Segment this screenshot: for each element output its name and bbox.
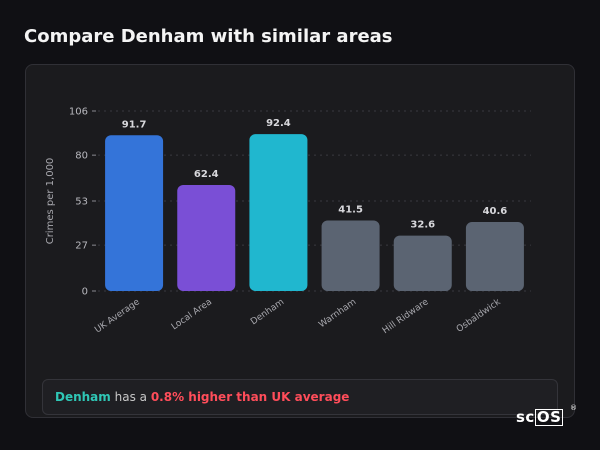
bar-osbaldwick: [465, 222, 524, 291]
summary-connector: has a: [110, 390, 151, 404]
x-tick-label: UK Average: [93, 297, 142, 335]
y-tick-label: 80: [75, 151, 88, 162]
x-tick-label: Denham: [249, 297, 286, 327]
chart-card: Crimes per 1,000 0 27 53 80 106 91.7 UK Average…: [25, 64, 575, 418]
bar-value-label: 41.5: [338, 205, 363, 216]
bar-value-label: 91.7: [122, 119, 147, 130]
comparison-summary: Denham has a 0.8% higher than UK average: [42, 379, 558, 415]
bar-value-label: 92.4: [266, 118, 291, 129]
x-tick-label: Osbaldwick: [455, 297, 503, 335]
summary-area-name: Denham: [55, 390, 111, 404]
y-axis-label: Crimes per 1,000: [45, 158, 56, 245]
bar-warnham: [321, 220, 380, 291]
y-tick-label: 0: [82, 287, 88, 298]
x-tick-label: Local Area: [170, 297, 214, 332]
x-tick-label: Hill Ridware: [381, 297, 431, 336]
y-tick-label: 106: [69, 107, 88, 118]
logo-registered-mark: ®: [570, 404, 578, 412]
logo-text-boxed: OS: [534, 408, 564, 426]
bar-hill-ridware: [393, 235, 452, 291]
bar-denham: [249, 134, 308, 291]
page-title: Compare Denham with similar areas: [24, 26, 393, 47]
bar-local-area: [177, 185, 236, 291]
y-tick-label: 27: [75, 241, 88, 252]
y-tick-label: 53: [75, 197, 88, 208]
logo-text-plain: sc: [516, 408, 535, 426]
bar-value-label: 40.6: [483, 206, 508, 217]
bar-chart: Crimes per 1,000 0 27 53 80 106 91.7 UK Average…: [45, 107, 531, 336]
bar-uk-average: [105, 135, 164, 291]
bar-value-label: 32.6: [410, 220, 435, 231]
summary-difference: 0.8% higher than UK average: [150, 390, 350, 404]
bar-value-label: 62.4: [194, 169, 219, 180]
x-tick-label: Warnham: [317, 297, 358, 330]
scos-logo: sc OS ®: [516, 404, 577, 426]
